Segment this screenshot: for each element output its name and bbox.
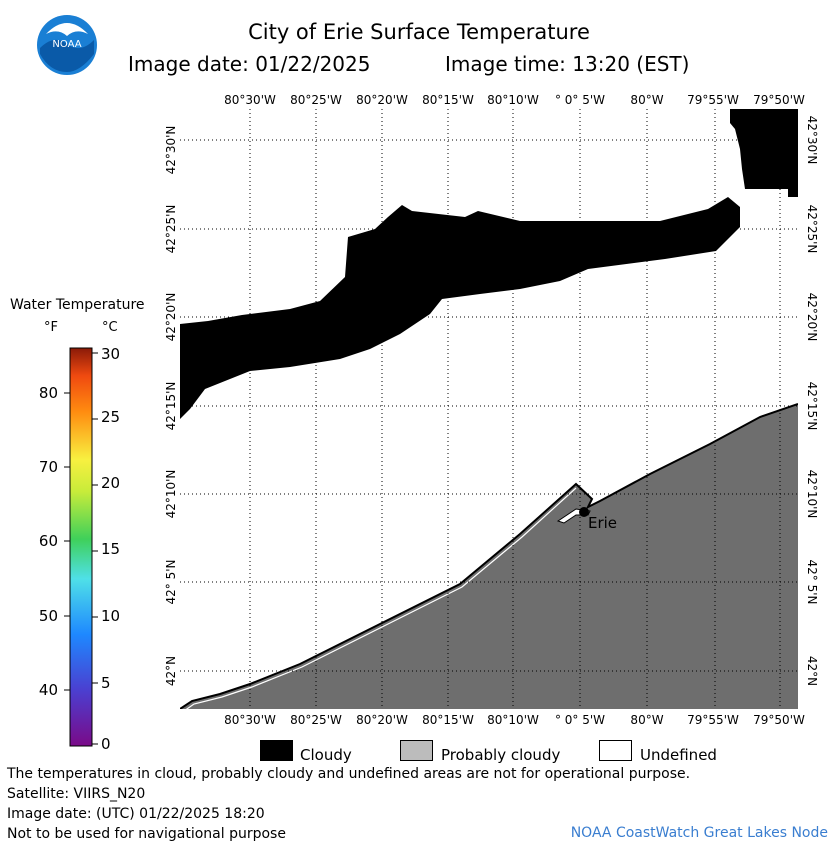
lon-label-top-6: ° 0° 5'W <box>554 93 606 107</box>
noaa-logo: NOAA <box>37 15 97 75</box>
lat-label-left-7: 42°N <box>164 655 178 687</box>
lon-label-bottom-4: 80°15'W <box>422 713 474 727</box>
lat-label-left-5: 42°10'N <box>164 469 178 519</box>
erie-city-marker <box>579 507 589 517</box>
scale-c-tick-30: 30 <box>101 345 121 363</box>
footer-disclaimer: The temperatures in cloud, probably clou… <box>7 766 691 782</box>
image-time: Image time: 13:20 (EST) <box>445 52 690 76</box>
lon-label-top-8: 79°55'W <box>687 93 739 107</box>
lon-label-top-1: 80°30'W <box>224 93 276 107</box>
scale-f-tick-50: 50 <box>38 607 58 625</box>
lat-label-right-5: 42°10'N <box>805 469 819 519</box>
legend-swatch-cloudy <box>260 740 293 761</box>
legend-swatch-probably-cloudy <box>400 740 433 761</box>
scale-c-tick-20: 20 <box>101 474 121 492</box>
scale-f-tick-80: 80 <box>38 384 58 402</box>
lat-label-right-3: 42°20'N <box>805 292 819 342</box>
footer-credit: NOAA CoastWatch Great Lakes Node <box>570 825 828 841</box>
lon-label-top-3: 80°20'W <box>356 93 408 107</box>
lat-label-right-6: 42° 5'N <box>805 559 819 605</box>
page-title: City of Erie Surface Temperature <box>248 20 590 44</box>
map-area: Erie <box>180 109 798 709</box>
scale-f-tick-70: 70 <box>38 458 58 476</box>
scale-unit-f: °F <box>44 320 58 335</box>
lon-label-bottom-7: 80°W <box>630 713 664 727</box>
lon-label-bottom-1: 80°30'W <box>224 713 276 727</box>
footer-navigation-warning: Not to be used for navigational purpose <box>7 826 286 842</box>
lat-label-right-4: 42°15'N <box>805 381 819 431</box>
lat-label-left-1: 42°30'N <box>164 125 178 175</box>
lon-label-top-2: 80°25'W <box>290 93 342 107</box>
legend-label-probably-cloudy: Probably cloudy <box>441 746 561 764</box>
legend-label-cloudy: Cloudy <box>300 746 352 764</box>
scale-f-tick-40: 40 <box>38 681 58 699</box>
scale-unit-c: °C <box>102 320 118 335</box>
legend-swatch-undefined <box>599 740 632 761</box>
color-scale-bar <box>64 347 98 747</box>
lon-label-bottom-6: ° 0° 5'W <box>554 713 606 727</box>
image-date: Image date: 01/22/2025 <box>128 52 371 76</box>
footer-utc-date: Image date: (UTC) 01/22/2025 18:20 <box>7 806 265 822</box>
lat-label-right-2: 42°25'N <box>805 204 819 254</box>
scale-c-tick-10: 10 <box>101 607 121 625</box>
scale-c-tick-25: 25 <box>101 408 121 426</box>
lat-label-right-7: 42°N <box>805 655 819 687</box>
land-region <box>180 404 798 709</box>
scale-c-tick-0: 0 <box>101 735 111 753</box>
scale-c-tick-15: 15 <box>101 540 121 558</box>
logo-text: NOAA <box>52 39 81 50</box>
lon-label-top-5: 80°10'W <box>487 93 539 107</box>
lat-label-left-2: 42°25'N <box>164 204 178 254</box>
lat-label-left-3: 42°20'N <box>164 292 178 342</box>
lon-label-top-9: 79°50'W <box>753 93 805 107</box>
lon-label-bottom-3: 80°20'W <box>356 713 408 727</box>
scale-c-tick-5: 5 <box>101 674 111 692</box>
lon-label-top-7: 80°W <box>630 93 664 107</box>
map-grid <box>180 109 798 709</box>
legend-label-undefined: Undefined <box>640 746 717 764</box>
footer-satellite: Satellite: VIIRS_N20 <box>7 786 146 802</box>
lon-label-top-4: 80°15'W <box>422 93 474 107</box>
lon-label-bottom-2: 80°25'W <box>290 713 342 727</box>
shoreline-white <box>185 487 577 709</box>
shoreline <box>180 403 798 709</box>
lon-label-bottom-8: 79°55'W <box>687 713 739 727</box>
lat-label-left-6: 42° 5'N <box>164 559 178 605</box>
lon-label-bottom-5: 80°10'W <box>487 713 539 727</box>
erie-city-label: Erie <box>588 514 617 532</box>
scale-title: Water Temperature <box>10 297 145 313</box>
cloud-top-right <box>730 109 798 197</box>
lat-label-left-4: 42°15'N <box>164 381 178 431</box>
scale-f-tick-60: 60 <box>38 532 58 550</box>
lon-label-bottom-9: 79°50'W <box>753 713 805 727</box>
cloud-band <box>180 197 740 419</box>
lat-label-right-1: 42°30'N <box>805 115 819 165</box>
